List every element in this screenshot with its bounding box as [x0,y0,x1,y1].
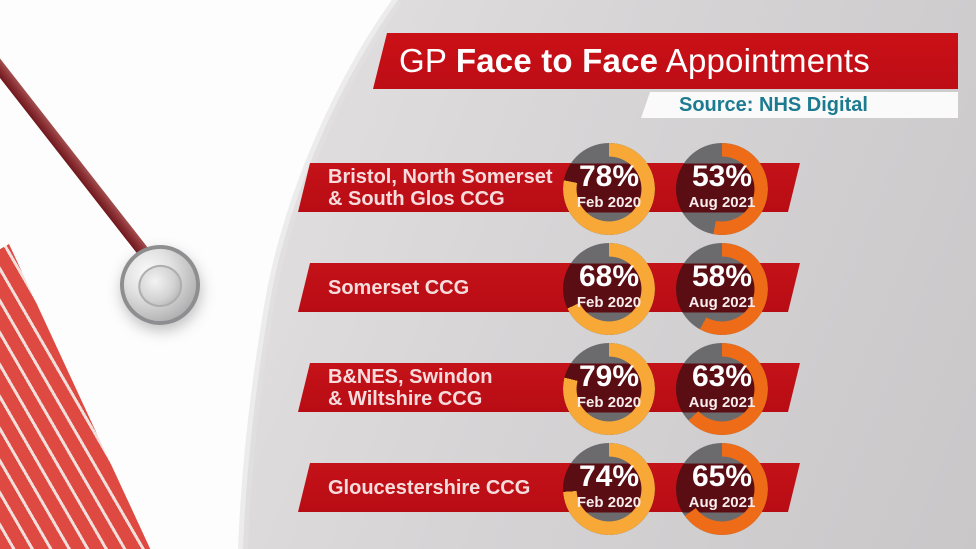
donut-period: Feb 2020 [576,393,642,411]
ccg-name-line1: Bristol, North Somerset [328,165,553,188]
donut-period: Feb 2020 [576,193,642,211]
donut-arc [563,143,655,235]
page-title: GP Face to Face Appointments [399,42,870,79]
ccg-row: B&NES, Swindon & Wiltshire CCG 79% Feb 20… [0,340,976,440]
donut-arc [676,143,768,235]
donut-period: Feb 2020 [576,293,642,311]
ccg-name-line1: Somerset CCG [328,276,470,299]
donut-feb-2020: 78% Feb 2020 [563,143,655,235]
donut-value: 74% [578,459,640,493]
ccg-name-line2: & Wiltshire CCG [328,387,483,410]
donut-feb-2020: 68% Feb 2020 [563,243,655,335]
source-banner: Source: NHS Digital [641,92,958,118]
donut-arc [676,343,768,435]
title-banner: GP Face to Face Appointments [373,33,958,89]
donut-arc [563,243,655,335]
donut-arc [563,343,655,435]
donut-aug-2021: 65% Aug 2021 [676,443,768,535]
donut-arc [563,443,655,535]
donut-arc [676,443,768,535]
ccg-row: Somerset CCG 68% Feb 2020 58% Aug 2021 [0,240,976,340]
donut-value: 68% [578,259,640,293]
donut-value: 58% [691,259,753,293]
ccg-name-line2: & South Glos CCG [328,187,505,210]
donut-period: Aug 2021 [688,393,756,411]
donut-value: 79% [578,359,640,393]
donut-value: 53% [691,159,753,193]
donut-feb-2020: 74% Feb 2020 [563,443,655,535]
donut-arc [676,243,768,335]
ccg-row: Bristol, North Somerset & South Glos CCG… [0,140,976,240]
donut-aug-2021: 58% Aug 2021 [676,243,768,335]
donut-period: Aug 2021 [688,293,756,311]
donut-period: Aug 2021 [688,493,756,511]
donut-period: Aug 2021 [688,193,756,211]
donut-aug-2021: 53% Aug 2021 [676,143,768,235]
donut-value: 63% [691,359,753,393]
ccg-name-line1: Gloucestershire CCG [328,476,531,499]
ccg-row: Gloucestershire CCG 74% Feb 2020 65% Aug 2… [0,440,976,540]
donut-aug-2021: 63% Aug 2021 [676,343,768,435]
source-label: Source: NHS Digital [679,93,868,116]
donut-value: 65% [691,459,753,493]
ccg-name-line1: B&NES, Swindon [328,365,493,388]
donut-feb-2020: 79% Feb 2020 [563,343,655,435]
donut-value: 78% [578,159,640,193]
donut-period: Feb 2020 [576,493,642,511]
